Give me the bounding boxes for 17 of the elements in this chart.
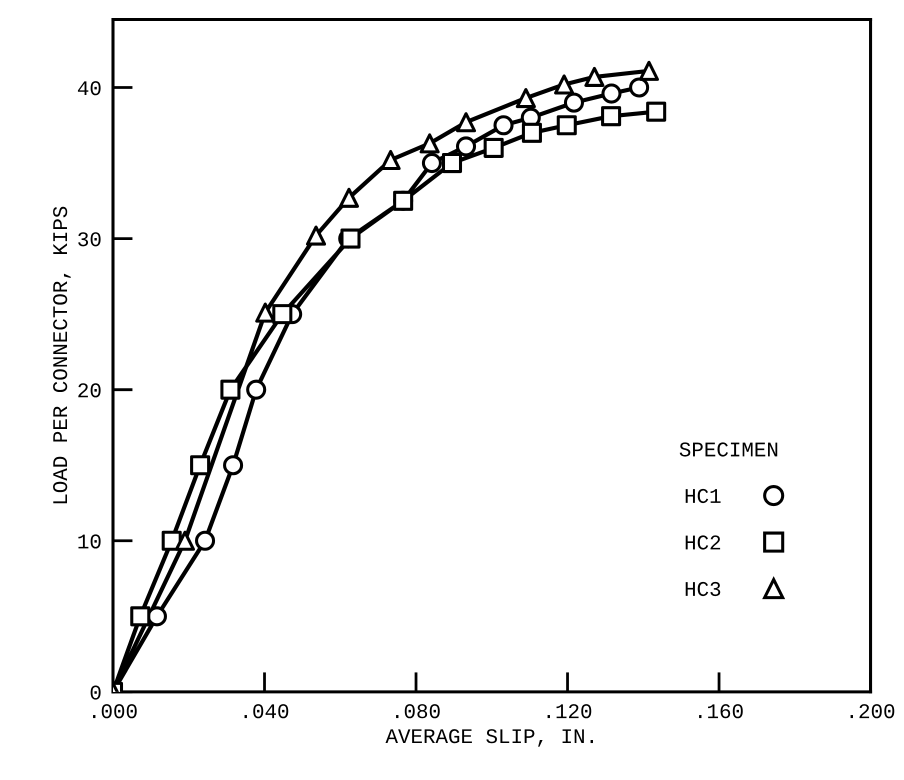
x-tick-label: .200 [850,704,894,718]
x-tick-label: .160 [699,704,743,718]
y-tick-label: 30 [78,232,101,246]
x-tick-label: .080 [396,704,440,718]
y-tick-label: 20 [78,383,101,398]
legend-label: HC2 [686,535,720,550]
x-tick-label: .000 [93,704,137,718]
x-tick-label: .120 [548,704,592,718]
y-tick-label: 0 [90,685,101,700]
x-axis-title: AVERAGE SLIP, IN. [386,729,593,747]
x-tick-label: .040 [244,704,288,718]
y-axis-title: LOAD PER CONNECTOR, KIPS [53,206,71,504]
y-tick-label: 40 [78,81,101,96]
legend-label: HC1 [686,488,721,504]
legend-title: SPECIMEN [680,442,778,457]
y-tick-label: 10 [78,534,101,549]
legend-label: HC3 [686,582,720,596]
